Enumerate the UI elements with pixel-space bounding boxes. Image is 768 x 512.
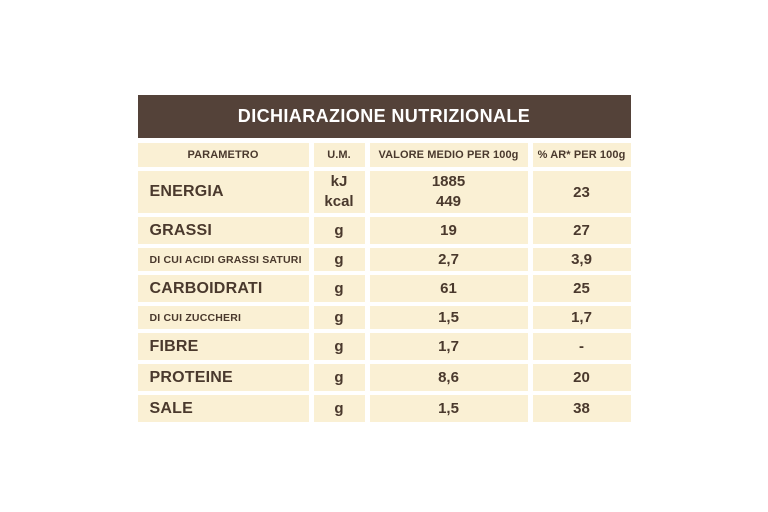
row-grassi-saturi: DI CUI ACIDI GRASSI SATURI g 2,7 3,9 [137, 248, 631, 271]
ar-cell: 20 [532, 364, 631, 391]
unit-cell: g [313, 395, 365, 422]
unit-cell: g [313, 364, 365, 391]
unit-cell: g [313, 333, 365, 360]
value-cell: 61 [369, 275, 528, 302]
row-energia: ENERGIA kJ kcal 1885 449 23 [137, 171, 631, 213]
parameter-cell: GRASSI [137, 217, 309, 244]
value-cell: 1,5 [369, 395, 528, 422]
value-cell: 19 [369, 217, 528, 244]
unit-cell: g [313, 217, 365, 244]
header-value: VALORE MEDIO PER 100g [369, 143, 528, 167]
ar-cell: 27 [532, 217, 631, 244]
unit-line-kcal: kcal [324, 193, 354, 210]
ar-cell: 3,9 [532, 248, 631, 271]
parameter-cell: DI CUI ACIDI GRASSI SATURI [137, 248, 309, 271]
header-ar: % AR* PER 100g [532, 143, 631, 167]
row-zuccheri: DI CUI ZUCCHERI g 1,5 1,7 [137, 306, 631, 329]
unit-line-kj: kJ [330, 173, 348, 190]
parameter-cell: ENERGIA [137, 171, 309, 213]
unit-cell: g [313, 248, 365, 271]
parameter-cell: CARBOIDRATI [137, 275, 309, 302]
value-cell: 2,7 [369, 248, 528, 271]
ar-cell: 38 [532, 395, 631, 422]
unit-cell: kJ kcal [313, 171, 365, 213]
nutrition-table: DICHIARAZIONE NUTRIZIONALE PARAMETRO U.M… [137, 95, 631, 422]
value-line-kj: 1885 [431, 173, 466, 190]
unit-cell: g [313, 306, 365, 329]
table-title: DICHIARAZIONE NUTRIZIONALE [137, 95, 631, 138]
ar-cell: 1,7 [532, 306, 631, 329]
row-fibre: FIBRE g 1,7 - [137, 333, 631, 360]
parameter-cell: FIBRE [137, 333, 309, 360]
parameter-cell: PROTEINE [137, 364, 309, 391]
row-proteine: PROTEINE g 8,6 20 [137, 364, 631, 391]
header-row: PARAMETRO U.M. VALORE MEDIO PER 100g % A… [137, 143, 631, 167]
ar-cell: - [532, 333, 631, 360]
value-cell: 1,5 [369, 306, 528, 329]
value-cell: 8,6 [369, 364, 528, 391]
row-sale: SALE g 1,5 38 [137, 395, 631, 422]
ar-cell: 23 [532, 171, 631, 213]
row-grassi: GRASSI g 19 27 [137, 217, 631, 244]
header-parameter: PARAMETRO [137, 143, 309, 167]
value-cell: 1,7 [369, 333, 528, 360]
ar-cell: 25 [532, 275, 631, 302]
parameter-cell: DI CUI ZUCCHERI [137, 306, 309, 329]
parameter-cell: SALE [137, 395, 309, 422]
header-unit: U.M. [313, 143, 365, 167]
value-cell: 1885 449 [369, 171, 528, 213]
row-carboidrati: CARBOIDRATI g 61 25 [137, 275, 631, 302]
unit-cell: g [313, 275, 365, 302]
value-line-kcal: 449 [435, 193, 462, 210]
